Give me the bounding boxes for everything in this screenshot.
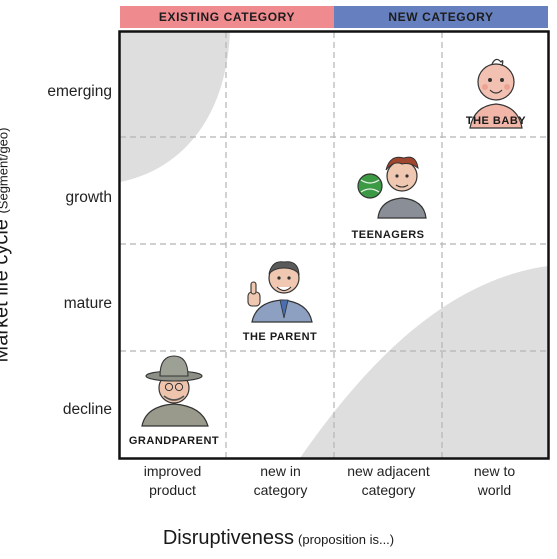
- baby-icon: [469, 58, 523, 129]
- grandparent-label: GRANDPARENT: [129, 435, 219, 447]
- y-level-emerging: emerging: [47, 83, 112, 100]
- x-level-new-in-category-line2: category: [253, 482, 308, 498]
- baby-label: THE BABY: [466, 115, 526, 127]
- lifecycle-matrix: THE BABY TEENAGERS THE PARENT GRANDPAREN…: [118, 30, 550, 460]
- x-level-new-adjacent-category-line2: category: [361, 482, 416, 498]
- teenagers-label: TEENAGERS: [352, 229, 425, 241]
- x-level-new-in-category-line1: new in: [260, 463, 301, 479]
- x-level-new-adjacent-category-line1: new adjacent: [347, 463, 430, 479]
- grid-lines: [120, 32, 548, 458]
- y-axis-title-main: Market life cycle: [0, 219, 13, 363]
- x-axis-title: Disruptiveness (proposition is...): [0, 527, 557, 550]
- y-level-decline: decline: [62, 401, 112, 418]
- x-axis-title-sub: (proposition is...): [298, 532, 395, 547]
- x-axis-title-main: Disruptiveness: [162, 527, 295, 549]
- x-level-new-to-world-line2: world: [477, 482, 512, 498]
- y-axis-title-sub: (Segment/geo): [0, 127, 11, 214]
- new-category-label: NEW CATEGORY: [388, 10, 494, 24]
- existing-category-band: EXISTING CATEGORY: [120, 6, 334, 28]
- new-category-band: NEW CATEGORY: [334, 6, 548, 28]
- teenager-icon: [357, 156, 427, 219]
- shaded-corner-top-left: [120, 32, 230, 182]
- matrix-border: [118, 30, 550, 460]
- x-level-improved-product-line1: improved: [143, 463, 202, 479]
- x-level-new-adjacent-category: new adjacent category: [335, 462, 442, 500]
- parent-label: THE PARENT: [243, 331, 317, 343]
- y-level-mature: mature: [63, 295, 112, 312]
- y-level-growth: growth: [65, 189, 112, 206]
- existing-category-label: EXISTING CATEGORY: [158, 10, 296, 24]
- x-level-new-in-category: new in category: [227, 462, 334, 500]
- x-level-new-to-world-line1: new to: [473, 463, 516, 479]
- parent-icon: [247, 261, 313, 323]
- grandparent-icon: [141, 355, 209, 427]
- shaded-corner-bottom-right: [300, 266, 548, 458]
- x-level-improved-product: improved product: [119, 462, 226, 500]
- x-level-improved-product-line2: product: [149, 482, 196, 498]
- x-level-new-to-world: new to world: [441, 462, 548, 500]
